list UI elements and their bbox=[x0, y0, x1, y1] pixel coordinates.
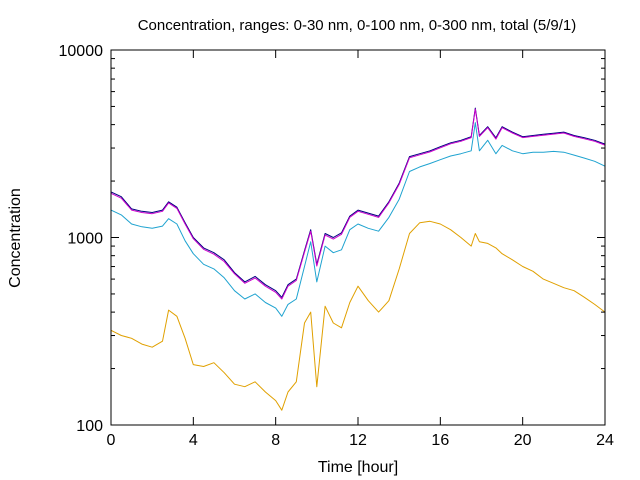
y-tick-label: 10000 bbox=[59, 43, 104, 60]
series-line-2 bbox=[110, 108, 606, 300]
y-tick-label: 100 bbox=[76, 418, 103, 435]
x-tick-label: 24 bbox=[596, 432, 614, 449]
series-line-3 bbox=[110, 122, 606, 317]
series-line-1 bbox=[110, 107, 606, 298]
x-axis-label: Time [hour] bbox=[318, 459, 398, 476]
chart-title: Concentration, ranges: 0-30 nm, 0-100 nm… bbox=[138, 17, 577, 34]
series-line-4 bbox=[110, 220, 606, 411]
y-axis-label: Concentration bbox=[7, 188, 24, 288]
y-tick-label: 1000 bbox=[67, 231, 103, 248]
x-tick-label: 0 bbox=[107, 432, 116, 449]
series-layer bbox=[110, 107, 606, 411]
x-tick-label: 20 bbox=[514, 432, 532, 449]
x-tick-label: 8 bbox=[271, 432, 280, 449]
x-tick-label: 16 bbox=[431, 432, 449, 449]
x-tick-label: 4 bbox=[189, 432, 198, 449]
x-tick-label: 12 bbox=[349, 432, 367, 449]
plot-frame bbox=[110, 49, 606, 426]
tick-layer: 0 4 8 12 16 20 24 100 1000 10000 bbox=[59, 43, 615, 449]
